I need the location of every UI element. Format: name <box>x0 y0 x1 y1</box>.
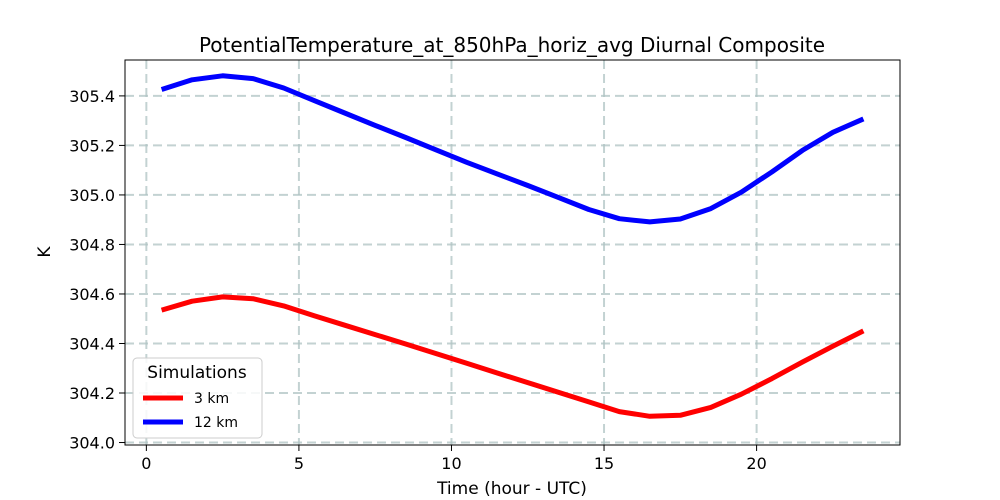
legend-box <box>132 357 263 439</box>
y-tick-label: 305.0 <box>69 186 115 205</box>
y-tick-label: 304.4 <box>69 334 115 353</box>
chart-title: PotentialTemperature_at_850hPa_horiz_avg… <box>199 33 825 57</box>
x-axis-label: Time (hour - UTC) <box>436 479 587 499</box>
y-axis-ticks: 304.0 304.2 304.4 304.6 304.8 305.0 305.2 305.4 <box>69 87 125 453</box>
y-tick-label: 304.0 <box>69 434 115 453</box>
x-tick-label: 20 <box>746 454 766 473</box>
legend-title: Simulations <box>147 363 247 383</box>
plot-frame <box>124 59 901 446</box>
y-tick-label: 304.6 <box>69 285 115 304</box>
legend-entry-label: 3 km <box>194 391 229 407</box>
x-tick-label: 15 <box>594 454 614 473</box>
y-tick-label: 304.2 <box>69 384 115 403</box>
x-axis-ticks: 0 5 10 15 20 <box>141 445 767 473</box>
series-line-1 <box>160 73 865 225</box>
x-tick-label: 10 <box>441 454 461 473</box>
y-tick-label: 305.4 <box>69 87 115 106</box>
y-tick-label: 305.2 <box>69 136 115 155</box>
series-line-0 <box>160 294 865 419</box>
y-tick-label: 304.8 <box>69 235 115 254</box>
y-axis-label: K <box>35 246 55 258</box>
legend: Simulations 3 km 12 km <box>132 357 263 439</box>
x-tick-label: 0 <box>141 454 151 473</box>
x-tick-label: 5 <box>294 454 304 473</box>
legend-entry-label: 12 km <box>194 415 238 431</box>
series-lines <box>160 73 865 419</box>
